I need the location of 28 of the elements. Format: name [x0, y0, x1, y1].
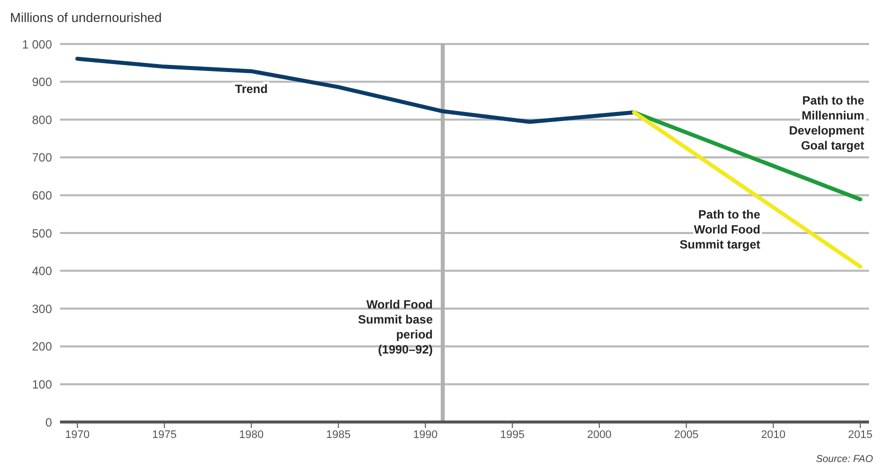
ref-line-label: World Food Summit base period (1990–92) — [358, 298, 434, 357]
y-tick-label: 800 — [32, 112, 52, 127]
x-tick-label: 1970 — [65, 428, 90, 441]
series-label: Path to the Millennium Development Goal target — [788, 93, 865, 152]
x-tick-label: 2005 — [674, 428, 699, 441]
series-label: Trend — [235, 82, 268, 96]
y-tick-label: 200 — [32, 340, 52, 354]
y-tick-label: 100 — [32, 377, 52, 392]
y-tick-label: 700 — [32, 150, 52, 165]
y-tick-label: 300 — [32, 302, 52, 316]
x-tick-label: 1980 — [239, 428, 264, 441]
x-tick-label: 1985 — [326, 428, 351, 441]
x-tick-label: 2015 — [848, 428, 873, 441]
line-series — [75, 56, 636, 124]
series-label: Path to the World Food Summit target — [680, 208, 761, 252]
y-tick-label: 600 — [32, 188, 52, 202]
y-tick-label: 500 — [32, 226, 52, 240]
y-tick-label: 400 — [32, 264, 52, 278]
x-tick-label: 2000 — [587, 428, 612, 441]
source-note: Source: FAO — [814, 454, 874, 465]
y-tick-label: 900 — [32, 75, 52, 90]
x-tick-label: 1995 — [500, 428, 525, 441]
x-tick-label: 1975 — [152, 428, 177, 441]
y-tick-label: 1 000 — [22, 37, 52, 52]
y-tick-label: 0 — [45, 415, 52, 430]
x-tick-label: 2010 — [761, 428, 786, 441]
y-axis-title: Millions of undernourished — [9, 9, 163, 27]
x-tick-label: 1990 — [413, 428, 438, 441]
